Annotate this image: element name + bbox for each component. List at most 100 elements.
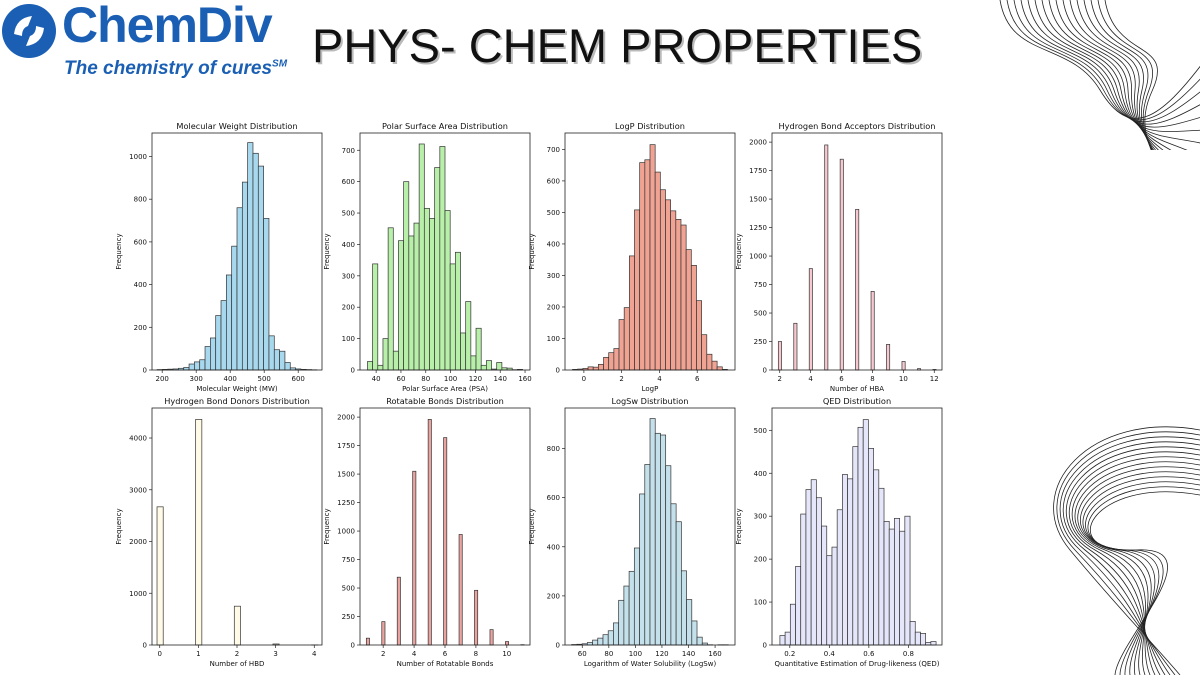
wave-line <box>1063 0 1200 150</box>
histogram-bar <box>692 621 697 645</box>
histogram-bar <box>910 621 915 645</box>
x-tick-label: 140 <box>682 650 695 658</box>
histogram-bar <box>825 145 828 370</box>
x-tick-label: 60 <box>396 375 405 383</box>
histogram-bar <box>712 361 717 370</box>
y-tick-label: 200 <box>134 324 147 332</box>
chart-title: Rotatable Bonds Distribution <box>386 396 504 406</box>
chart-title: Hydrogen Bond Donors Distribution <box>164 396 310 406</box>
histogram-bar <box>827 556 832 645</box>
y-tick-label: 1750 <box>749 167 767 175</box>
histogram-bar <box>366 638 369 645</box>
histogram-bar <box>424 208 429 370</box>
y-tick-label: 400 <box>342 241 355 249</box>
x-tick-label: 60 <box>578 650 587 658</box>
x-tick-label: 160 <box>708 650 721 658</box>
histogram-bar <box>210 338 215 370</box>
slide-title: PHYS- CHEM PROPERTIES <box>312 18 922 73</box>
y-tick-label: 0 <box>556 642 560 650</box>
histogram-bar <box>274 350 279 370</box>
y-tick-label: 500 <box>342 210 355 218</box>
x-tick-label: 0 <box>582 375 586 383</box>
histogram-bar <box>624 308 629 370</box>
histogram-bar <box>398 241 403 370</box>
x-tick-label: 80 <box>604 650 613 658</box>
histogram-bar <box>645 160 650 370</box>
histogram-bar <box>242 182 247 370</box>
histogram-bar <box>660 435 665 645</box>
y-tick-label: 1000 <box>129 153 147 161</box>
x-axis-label: LogP <box>642 385 659 393</box>
histogram-bar <box>269 336 274 370</box>
y-tick-label: 100 <box>342 335 355 343</box>
x-tick-label: 4 <box>412 650 417 658</box>
x-tick-label: 600 <box>292 375 305 383</box>
histogram-bar <box>466 302 471 370</box>
y-tick-label: 250 <box>754 338 767 346</box>
histogram-bar <box>915 632 920 645</box>
histogram-bar <box>461 333 466 370</box>
histogram-bar <box>785 632 790 645</box>
y-tick-label: 1000 <box>337 528 355 536</box>
histogram-bar <box>863 420 868 645</box>
wave-line <box>1075 462 1200 675</box>
histogram-bar <box>681 571 686 645</box>
logo-mark-icon <box>2 4 56 58</box>
x-tick-label: 100 <box>444 375 457 383</box>
histogram-bar <box>905 516 910 645</box>
x-tick-label: 6 <box>839 375 844 383</box>
y-tick-label: 0 <box>351 367 355 375</box>
y-tick-label: 500 <box>754 310 767 318</box>
histogram-bar <box>393 351 398 370</box>
wave-line <box>1088 487 1200 675</box>
histogram-bar <box>413 471 416 645</box>
histogram-bar <box>629 256 634 370</box>
y-tick-label: 400 <box>134 281 147 289</box>
y-tick-label: 700 <box>342 147 355 155</box>
x-axis-label: Number of HBD <box>210 660 265 668</box>
histogram-bar <box>691 265 696 370</box>
histogram-bar <box>806 490 811 645</box>
x-tick-label: 10 <box>502 650 511 658</box>
y-axis-label: Frequency <box>323 508 331 544</box>
histogram-bar <box>608 631 613 645</box>
histogram-bar <box>481 365 486 370</box>
x-tick-label: 2 <box>235 650 239 658</box>
y-tick-label: 800 <box>547 445 560 453</box>
histogram-bar <box>790 604 795 645</box>
chart-title: LogP Distribution <box>615 121 685 131</box>
wave-line <box>1035 0 1200 132</box>
y-tick-label: 600 <box>342 178 355 186</box>
x-tick-label: 0 <box>157 650 161 658</box>
x-tick-label: 1 <box>196 650 200 658</box>
histogram-bar <box>382 622 385 645</box>
histogram-bar <box>232 246 237 370</box>
histogram-bar <box>634 548 639 645</box>
y-tick-label: 300 <box>342 272 355 280</box>
wave-line <box>1083 477 1200 675</box>
histogram-bar <box>686 250 691 370</box>
histogram-bar <box>189 364 194 370</box>
histogram-bar <box>619 320 624 370</box>
x-tick-label: 10 <box>899 375 908 383</box>
histogram-bar <box>613 623 618 645</box>
y-tick-label: 2000 <box>337 414 355 422</box>
y-tick-label: 1750 <box>337 442 355 450</box>
histogram-bar <box>889 529 894 645</box>
histogram-bar <box>226 275 231 370</box>
wave-line <box>1042 0 1200 144</box>
y-tick-label: 800 <box>134 196 147 204</box>
histogram-bar <box>676 522 681 645</box>
histogram-bar <box>234 606 240 645</box>
x-tick-label: 0.8 <box>903 650 914 658</box>
wave-line <box>1070 0 1200 150</box>
histogram-bar <box>409 236 414 370</box>
histogram-bar <box>404 182 409 370</box>
histogram-bar <box>258 166 263 370</box>
histogram-bar <box>445 211 450 370</box>
histogram-bar <box>687 600 692 645</box>
chart-title: Hydrogen Bond Acceptors Distribution <box>779 121 936 131</box>
y-tick-label: 0 <box>143 642 147 650</box>
